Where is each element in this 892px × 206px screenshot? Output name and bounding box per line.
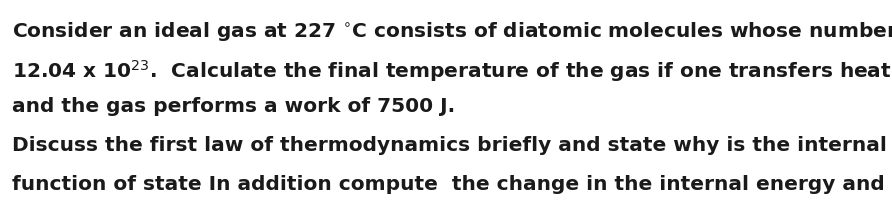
Text: Consider an ideal gas at 227 $^{\circ}$C consists of diatomic molecules whose nu: Consider an ideal gas at 227 $^{\circ}$C… (12, 20, 892, 43)
Text: and the gas performs a work of 7500 J.: and the gas performs a work of 7500 J. (12, 97, 455, 116)
Text: Discuss the first law of thermodynamics briefly and state why is the internal en: Discuss the first law of thermodynamics … (12, 136, 892, 155)
Text: function of state In addition compute  the change in the internal energy and tem: function of state In addition compute th… (12, 175, 892, 194)
Text: 12.04 x 10$^{23}$.  Calculate the final temperature of the gas if one transfers : 12.04 x 10$^{23}$. Calculate the final t… (12, 59, 892, 84)
